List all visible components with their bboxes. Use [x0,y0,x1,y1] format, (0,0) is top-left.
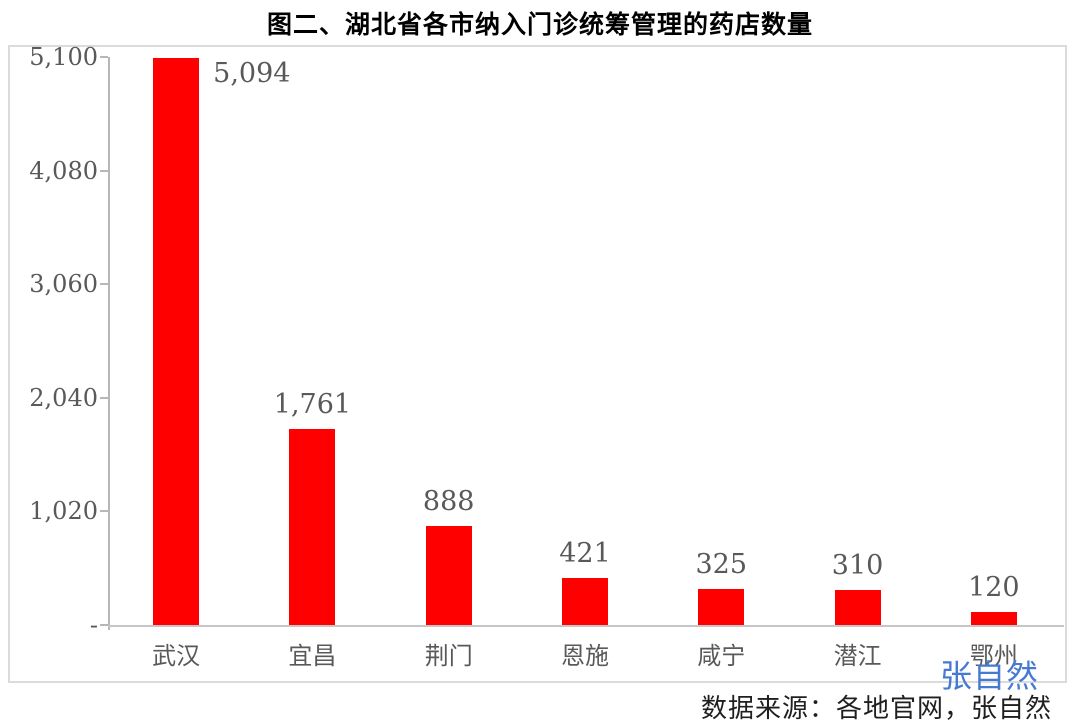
bar [153,57,200,625]
x-axis-label: 鄂州 [969,642,1018,670]
x-axis-label: 咸宁 [697,642,746,670]
watermark-text: 张自然 [940,657,1040,695]
bar-value-label: 5,094 [213,57,291,89]
y-axis-tick [100,624,108,626]
y-axis-tick [100,169,108,172]
x-axis-line [108,625,1064,627]
x-axis-label: 荆门 [424,642,473,670]
y-axis-label: - [89,611,98,639]
bar-value-label: 310 [831,550,884,582]
bar [425,526,472,625]
bar [289,428,336,625]
chart-plot-area: - 1,020 2,040 3,060 4,080 5,100 5,094 武汉 1,761 宜昌… [8,45,1067,683]
data-source-text: 数据来源：各地官网，张自然 [700,694,1052,724]
bar [970,611,1017,625]
y-axis-line [108,57,110,630]
x-axis-label: 潜江 [833,642,882,670]
y-axis-label: 5,100 [29,43,98,71]
x-axis-label: 武汉 [152,642,201,670]
y-axis-tick [100,283,108,286]
y-axis-tick [100,396,108,399]
chart-title: 图二、湖北省各市纳入门诊统筹管理的药店数量 [266,10,813,39]
bar [834,590,881,625]
y-axis-label: 3,060 [29,270,98,299]
bar [562,578,608,625]
bar [698,588,745,625]
y-axis-tick [100,56,108,58]
x-axis-label: 恩施 [561,642,609,670]
y-axis-label: 1,020 [29,497,98,526]
y-axis-label: 4,080 [29,156,98,185]
bar-value-label: 325 [695,548,748,580]
y-axis-label: 2,040 [29,383,98,412]
bar-value-label: 120 [968,571,1020,603]
bar-value-label: 1,761 [273,388,352,420]
bar-value-label: 421 [559,538,611,570]
y-axis-tick [100,510,108,513]
bar-value-label: 888 [422,486,475,518]
x-axis-label: 宜昌 [288,642,337,670]
